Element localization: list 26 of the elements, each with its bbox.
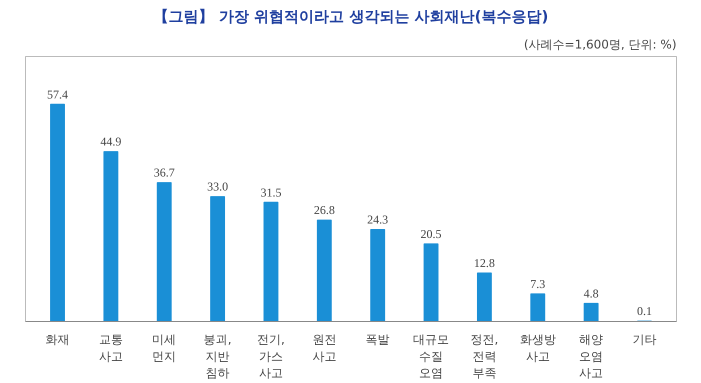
data-label: 31.5 xyxy=(260,185,282,200)
data-label: 26.8 xyxy=(314,203,335,218)
x-tick-label: 정전, 전력 부족 xyxy=(470,332,498,380)
data-label: 0.1 xyxy=(636,304,652,318)
x-tick-label: 전기, 가스 사고 xyxy=(257,332,285,380)
x-tick-label: 교통 사고 xyxy=(98,332,123,364)
data-label: 20.5 xyxy=(420,226,442,241)
data-label: 33.0 xyxy=(207,180,228,194)
x-tick-label: 화생방 사고 xyxy=(520,332,556,364)
data-label: 24.3 xyxy=(367,212,388,227)
x-tick-label: 기타 xyxy=(632,332,656,346)
data-label: 7.3 xyxy=(530,276,546,291)
x-tick-label: 해양 오염 사고 xyxy=(579,332,604,380)
data-label: 4.8 xyxy=(584,286,599,300)
x-tick-label: 화재 xyxy=(46,332,70,346)
x-tick-label: 붕괴, 지반 침하 xyxy=(204,332,232,380)
chart-subtitle: (사례수=1,600명, 단위: %) xyxy=(524,38,677,52)
data-label: 44.9 xyxy=(100,134,122,149)
x-tick-label: 미세 먼지 xyxy=(152,332,176,364)
x-tick-label: 대규모 수질 오염 xyxy=(413,332,450,380)
chart-title: 【그림】 가장 위협적이라고 생각되는 사회재난(복수응답) xyxy=(154,8,548,26)
x-tick-label: 폭발 xyxy=(366,332,390,346)
data-label: 12.8 xyxy=(474,256,495,270)
data-label: 57.4 xyxy=(47,87,68,102)
x-tick-label: 원전 사고 xyxy=(312,332,336,364)
data-label: 36.7 xyxy=(154,166,175,180)
